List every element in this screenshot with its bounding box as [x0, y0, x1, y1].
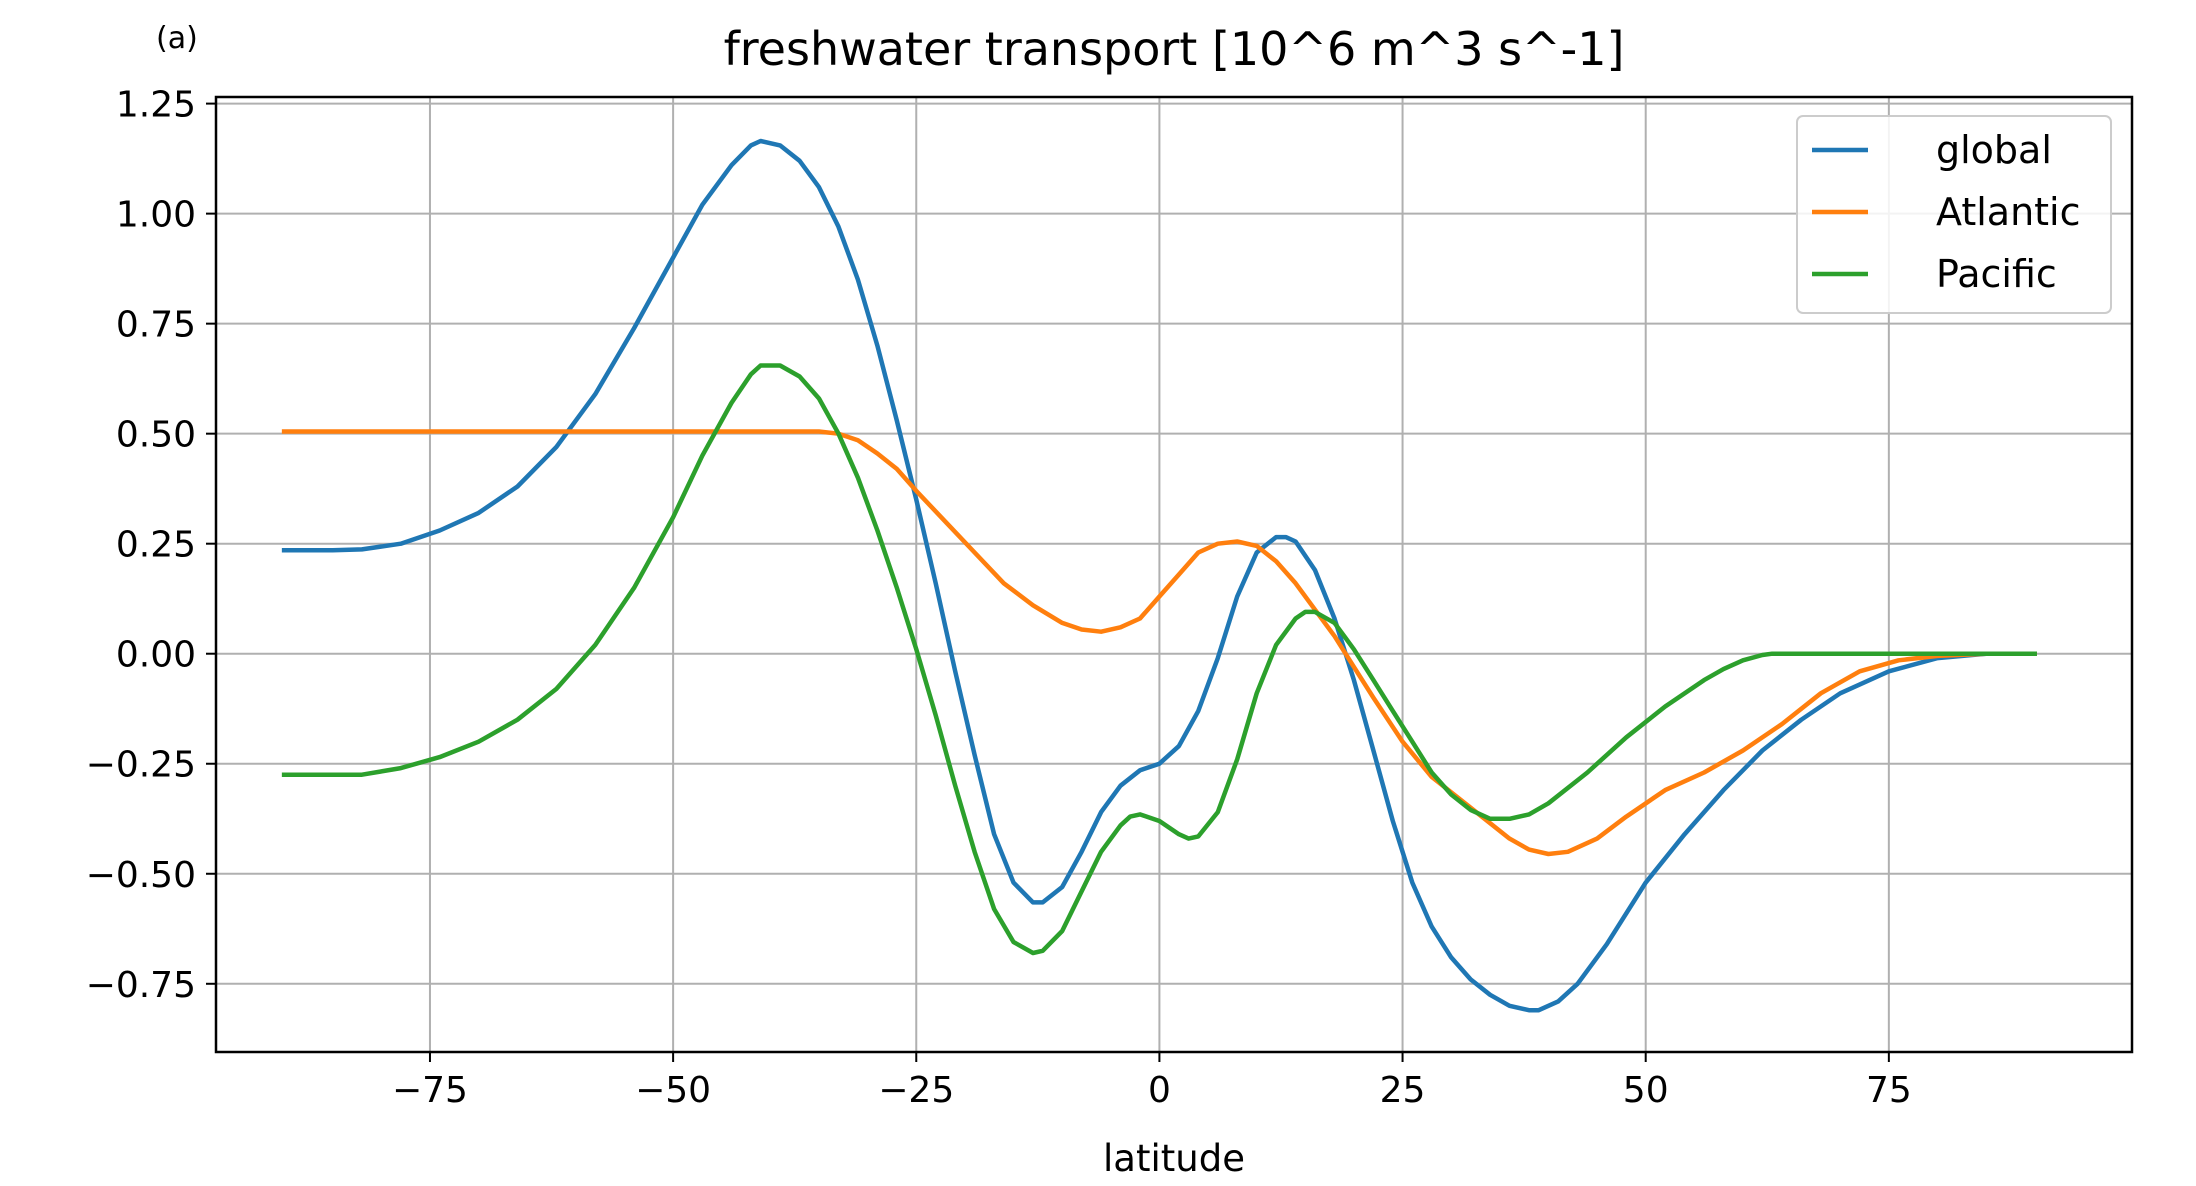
series-line-global [281, 138, 2037, 1013]
x-tick-label-0: 0 [1148, 1070, 1171, 1111]
legend-label-global: global [1936, 128, 2052, 172]
y-tick-label-1-25: 1.25 [116, 85, 196, 126]
series-line-pacific [281, 363, 2037, 956]
x-axis-ticks: −75 −50 −25 0 25 50 75 [392, 1052, 1912, 1111]
y-tick-label-0-00: 0.00 [116, 635, 196, 676]
panel-label: (a) [156, 21, 198, 56]
legend: global Atlantic Pacific [1796, 115, 2112, 314]
x-tick-label-minus50: −50 [635, 1070, 711, 1111]
x-tick-label-minus25: −25 [878, 1070, 954, 1111]
legend-box [1796, 115, 2112, 314]
x-tick-label-25: 25 [1380, 1070, 1426, 1111]
y-tick-label-minus0-25: −0.25 [86, 745, 196, 786]
y-tick-label-0-50: 0.50 [116, 415, 196, 456]
y-tick-label-0-75: 0.75 [116, 305, 196, 346]
y-tick-label-minus0-75: −0.75 [86, 965, 196, 1006]
y-tick-label-minus0-50: −0.50 [86, 855, 196, 896]
x-axis-label: latitude [1103, 1137, 1245, 1180]
series-line-atlantic [281, 429, 2037, 857]
y-tick-label-1-00: 1.00 [116, 195, 196, 236]
legend-label-pacific: Pacific [1936, 252, 2057, 296]
x-tick-label-minus75: −75 [392, 1070, 468, 1111]
legend-label-atlantic: Atlantic [1936, 190, 2081, 234]
series-layer [281, 138, 2037, 1013]
x-tick-label-50: 50 [1623, 1070, 1669, 1111]
chart-title: freshwater transport [10^6 m^3 s^-1] [724, 22, 1625, 76]
plot-frame [214, 95, 2134, 1054]
y-tick-label-0-25: 0.25 [116, 525, 196, 566]
y-axis-ticks: 1.25 1.00 0.75 0.50 0.25 0.00 −0.25 −0.50 −0.75 [86, 85, 216, 1006]
x-tick-label-75: 75 [1866, 1070, 1912, 1111]
